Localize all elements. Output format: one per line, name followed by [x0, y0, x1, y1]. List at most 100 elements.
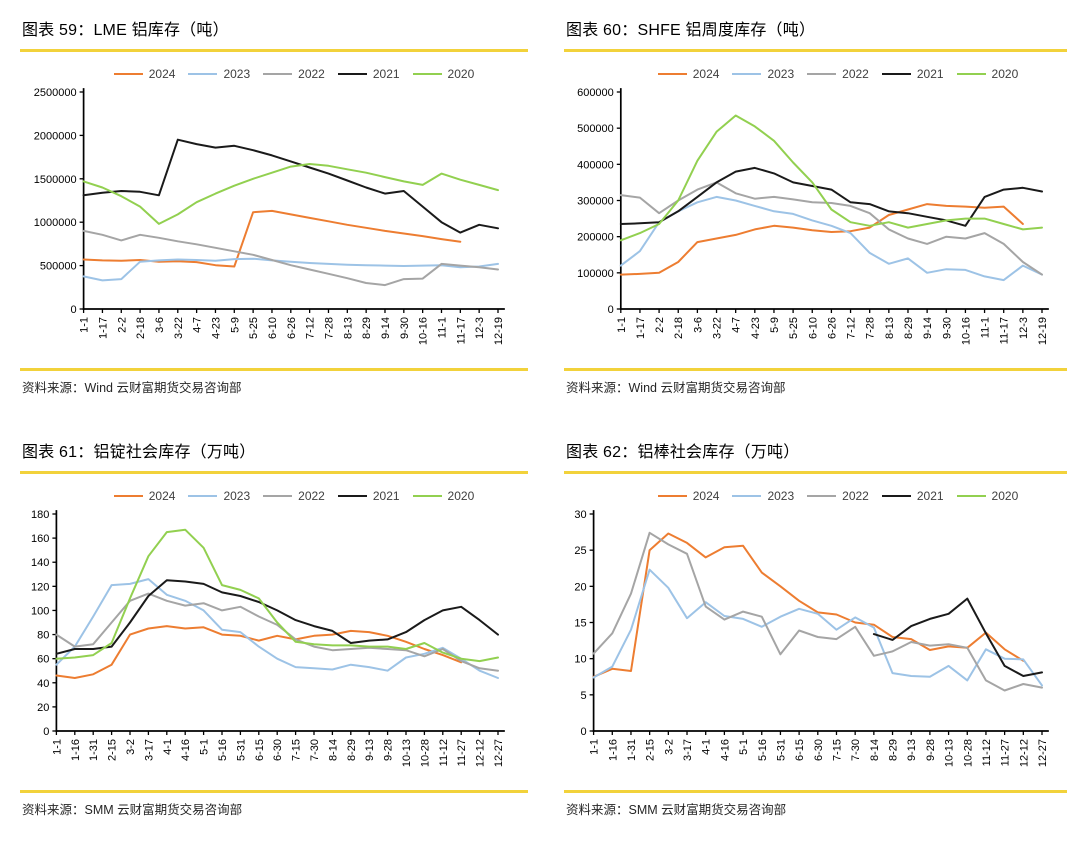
legend-line-swatch	[337, 72, 367, 76]
series-line-2023	[592, 568, 1043, 687]
legend-line-swatch	[113, 494, 143, 498]
legend-label: 2021	[916, 489, 944, 503]
line-chart: 0 100000 200000 300000 400000 500000 600000 1-1…	[564, 83, 1067, 366]
series-line-2022	[592, 531, 1043, 692]
svg-text:4-7: 4-7	[731, 317, 743, 333]
svg-text:3-22: 3-22	[173, 317, 185, 339]
svg-text:12-27: 12-27	[1037, 739, 1049, 767]
chart-title: 图表 62：铝棒社会库存（万吨）	[566, 444, 800, 461]
svg-text:100000: 100000	[577, 268, 614, 280]
title-rule	[564, 471, 1067, 474]
legend-line-swatch	[956, 72, 986, 76]
svg-text:7-30: 7-30	[850, 739, 862, 761]
svg-text:5-1: 5-1	[199, 739, 211, 755]
legend-line-swatch	[881, 72, 911, 76]
series-line-2023	[82, 257, 499, 282]
svg-text:6-26: 6-26	[286, 317, 298, 339]
legend-line-swatch	[188, 72, 218, 76]
legend-item-2020: 2020	[412, 67, 475, 81]
svg-text:5-16: 5-16	[757, 739, 769, 761]
svg-text:5-25: 5-25	[788, 317, 800, 339]
svg-text:12-19: 12-19	[493, 317, 505, 345]
legend-item-2022: 2022	[807, 489, 869, 503]
svg-text:140: 140	[31, 557, 49, 569]
svg-text:7-28: 7-28	[323, 317, 335, 339]
series-lines	[592, 531, 1043, 692]
svg-text:10-13: 10-13	[401, 739, 413, 767]
title-rule	[20, 471, 528, 474]
svg-text:12-27: 12-27	[493, 739, 505, 767]
legend-label: 2020	[447, 489, 475, 503]
series-line-2022	[619, 181, 1043, 276]
axis-lines	[55, 510, 505, 732]
svg-text:3-6: 3-6	[154, 317, 166, 333]
legend-item-2023: 2023	[732, 67, 794, 81]
chart-panel-59: 图表 59：LME 铝库存（吨） 2024 2023 2022 2021 2020 0 5…	[20, 6, 528, 402]
legend-item-2024: 2024	[113, 489, 176, 503]
svg-text:3-6: 3-6	[692, 317, 704, 333]
chart-legend: 2024 2023 2022 2021 2020	[604, 67, 1067, 81]
legend-label: 2021	[916, 67, 944, 81]
svg-text:5: 5	[580, 690, 586, 702]
source-rule	[564, 368, 1067, 371]
svg-text:500000: 500000	[40, 261, 77, 273]
svg-text:8-29: 8-29	[361, 317, 373, 339]
title-rule	[20, 49, 528, 52]
svg-text:9-30: 9-30	[941, 317, 953, 339]
svg-text:200000: 200000	[577, 232, 614, 244]
svg-text:8-13: 8-13	[342, 317, 354, 339]
chart-panel-62: 图表 62：铝棒社会库存（万吨） 2024 2023 2022 2021 2020 0 5…	[564, 428, 1067, 824]
legend-label: 2024	[148, 489, 176, 503]
chart-title: 图表 61：铝锭社会库存（万吨）	[22, 444, 256, 461]
svg-text:2-2: 2-2	[116, 317, 128, 333]
svg-text:11-12: 11-12	[438, 739, 450, 766]
svg-text:0: 0	[43, 726, 49, 738]
source-note: 资料来源：Wind 云财富期货交易咨询部	[22, 381, 242, 395]
legend-label: 2022	[842, 489, 869, 503]
svg-text:9-28: 9-28	[383, 739, 395, 761]
legend-label: 2020	[447, 67, 475, 81]
line-chart: 0 20 40 60 80 100 120 140 160 180 1-1 1-16 1-31 2-15 3…	[20, 505, 528, 788]
series-line-2020	[619, 114, 1043, 242]
legend-label: 2023	[767, 489, 795, 503]
svg-text:11-17: 11-17	[455, 317, 467, 344]
series-line-2024	[592, 532, 1025, 678]
svg-text:12-19: 12-19	[1037, 317, 1049, 345]
svg-text:3-2: 3-2	[125, 739, 137, 755]
x-axis-labels: 1-1 1-17 2-2 2-18 3-6 3-22 4-7 4-23 5-9 5-25 6-10 6…	[79, 317, 505, 345]
svg-text:2-15: 2-15	[645, 739, 657, 761]
legend-item-2020: 2020	[956, 489, 1018, 503]
chart-legend: 2024 2023 2022 2021 2020	[60, 489, 528, 503]
line-chart: 0 5 10 15 20 25 30 1-1 1-16 1-31 2-15 3-2 3-17 4-1 4-1…	[564, 505, 1067, 788]
svg-text:8-29: 8-29	[888, 739, 900, 761]
svg-text:8-14: 8-14	[327, 739, 339, 761]
svg-text:1-1: 1-1	[589, 739, 601, 755]
legend-label: 2022	[298, 489, 325, 503]
series-line-2024	[619, 203, 1024, 276]
axis-ticks	[589, 513, 1043, 735]
svg-text:1000000: 1000000	[34, 217, 77, 229]
x-axis-labels: 1-1 1-17 2-2 2-18 3-6 3-22 4-7 4-23 5-9 5-25 6-10 6…	[616, 317, 1049, 345]
legend-item-2021: 2021	[337, 67, 400, 81]
svg-text:6-15: 6-15	[794, 739, 806, 761]
svg-text:7-28: 7-28	[865, 317, 877, 339]
svg-text:4-23: 4-23	[210, 317, 222, 339]
svg-text:4-7: 4-7	[192, 317, 204, 333]
legend-label: 2022	[842, 67, 869, 81]
legend-line-swatch	[881, 494, 911, 498]
svg-text:30: 30	[574, 509, 586, 521]
svg-text:7-12: 7-12	[846, 317, 858, 339]
legend-item-2023: 2023	[732, 489, 794, 503]
svg-text:120: 120	[31, 581, 49, 593]
svg-text:11-1: 11-1	[980, 317, 992, 338]
legend-line-swatch	[807, 72, 837, 76]
svg-text:10: 10	[574, 654, 586, 666]
svg-text:1-17: 1-17	[635, 317, 647, 339]
svg-text:6-30: 6-30	[813, 739, 825, 761]
series-lines	[55, 528, 499, 679]
svg-text:1-1: 1-1	[51, 739, 63, 755]
legend-label: 2024	[692, 489, 720, 503]
legend-label: 2021	[372, 489, 400, 503]
